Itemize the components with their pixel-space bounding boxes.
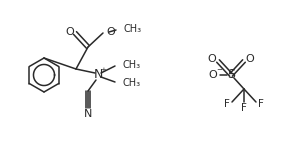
Text: S: S	[227, 68, 235, 81]
Text: CH₃: CH₃	[124, 24, 142, 34]
Text: F: F	[258, 99, 264, 109]
Text: CH₃: CH₃	[123, 78, 141, 88]
Text: −: −	[216, 67, 222, 73]
Text: O: O	[209, 70, 217, 80]
Text: O: O	[106, 27, 115, 37]
Text: O: O	[207, 54, 216, 64]
Text: O: O	[66, 27, 74, 37]
Text: N: N	[93, 68, 103, 81]
Text: O: O	[246, 54, 254, 64]
Text: CH₃: CH₃	[123, 60, 141, 70]
Text: F: F	[224, 99, 230, 109]
Text: F: F	[241, 103, 247, 113]
Text: +: +	[100, 67, 106, 73]
Text: N: N	[84, 109, 92, 119]
